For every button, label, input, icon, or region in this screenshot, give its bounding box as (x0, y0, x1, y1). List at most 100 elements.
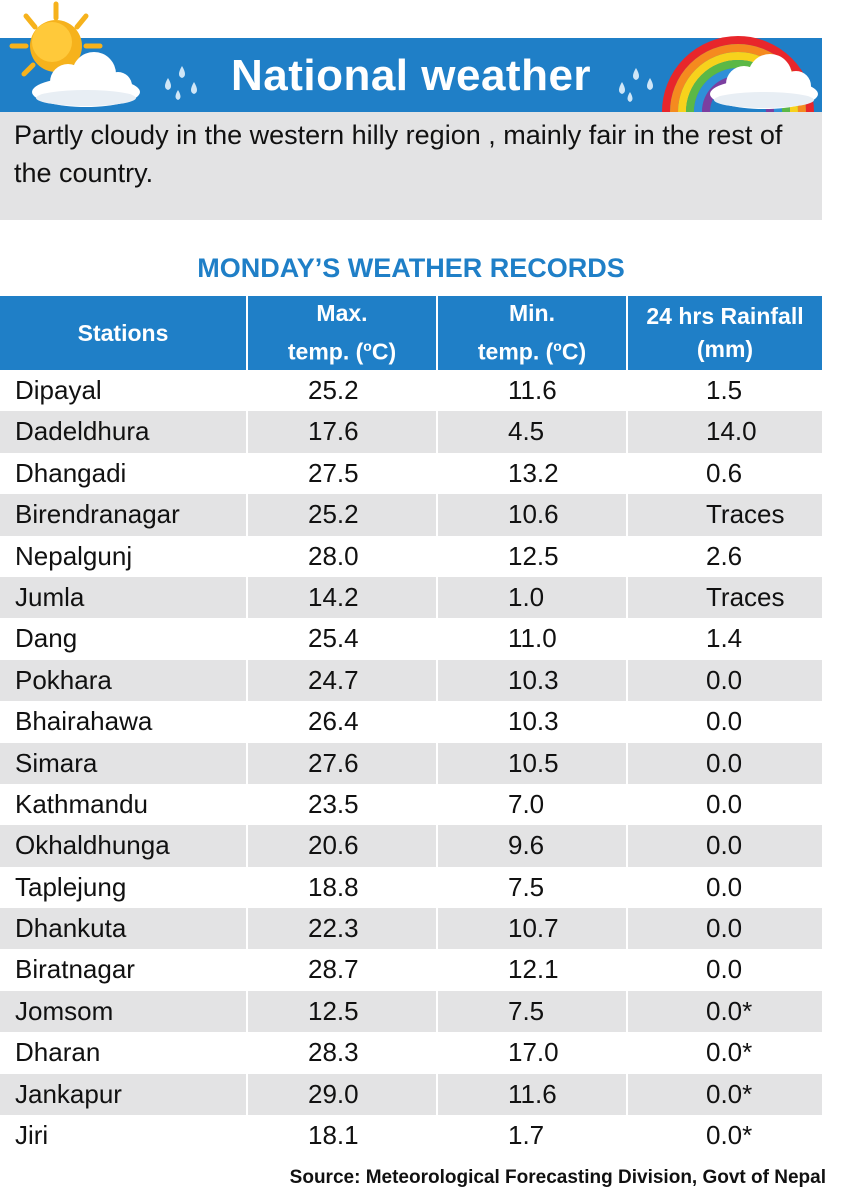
column-header-rainfall: 24 hrs Rainfall (mm) (628, 296, 822, 370)
station-cell: Jiri (15, 1120, 49, 1151)
raindrops-icon (165, 66, 197, 100)
column-divider (246, 370, 248, 1160)
column-header-max-line1: Max. (316, 300, 368, 327)
station-cell: Dang (15, 623, 78, 654)
max-temp-cell: 24.7 (308, 664, 359, 695)
degree-mark: o (553, 338, 562, 355)
min-temp-cell: 10.5 (508, 747, 559, 778)
column-header-min-line2: temp. (oC) (478, 330, 586, 369)
column-header-max-temp: Max. temp. (oC) (248, 296, 436, 370)
table-row: Jomsom 12.5 7.5 0.0* (0, 990, 822, 1033)
min-temp-cell: 11.0 (508, 623, 557, 654)
sun-icon (9, 1, 103, 77)
station-cell: Dhankuta (15, 913, 127, 944)
min-temp-cell: 12.5 (508, 540, 559, 571)
station-cell: Nepalgunj (15, 540, 133, 571)
min-temp-cell: 7.5 (508, 871, 545, 902)
station-cell: Dadeldhura (15, 416, 150, 447)
rainfall-cell: 14.0 (706, 416, 757, 447)
rainfall-cell: Traces (706, 499, 785, 530)
min-temp-cell: 10.3 (508, 706, 559, 737)
station-cell: Biratnagar (15, 954, 135, 985)
min-temp-cell: 7.0 (508, 788, 545, 819)
rainfall-cell: 0.0* (706, 1037, 753, 1068)
station-cell: Jomsom (15, 995, 114, 1026)
min-temp-cell: 17.0 (508, 1037, 559, 1068)
min-temp-cell: 12.1 (508, 954, 559, 985)
column-header-min-line1: Min. (508, 300, 555, 327)
table-row: Dhankuta 22.3 10.7 0.0 (0, 908, 822, 950)
max-temp-cell: 25.2 (308, 375, 359, 405)
cloud-icon (32, 52, 140, 107)
column-header-min-temp: Min. temp. (oC) (438, 296, 626, 370)
column-header-stations: Stations (0, 296, 246, 370)
column-header-rain-line2: (mm) (696, 336, 754, 362)
station-cell: Dharan (15, 1037, 101, 1068)
max-temp-cell: 27.5 (308, 457, 359, 488)
table-row: Jiri 18.1 1.7 0.0* (0, 1115, 822, 1156)
forecast-panel (0, 112, 822, 220)
min-temp-cell: 4.5 (508, 416, 545, 447)
table-row: Biratnagar 28.7 12.1 0.0 (0, 949, 822, 990)
column-header-stations-label: Stations (77, 319, 169, 346)
table-row: Taplejung 18.8 7.5 0.0 (0, 867, 822, 908)
cloud-icon (710, 54, 818, 109)
min-temp-cell: 1.7 (508, 1120, 545, 1151)
table-row: Bhairahawa 26.4 10.3 0.0 (0, 701, 822, 742)
table-row: Dang 25.4 11.0 1.4 (0, 618, 822, 659)
table-row: Kathmandu 23.5 7.0 0.0 (0, 784, 822, 825)
rainfall-cell: 1.5 (706, 375, 743, 405)
rainfall-cell: 0.0* (706, 1120, 753, 1151)
max-temp-cell: 17.6 (308, 416, 359, 447)
rainfall-cell: 0.0 (706, 706, 743, 737)
max-temp-cell: 28.3 (308, 1037, 359, 1068)
max-temp-cell: 27.6 (308, 747, 359, 778)
max-temp-cell: 12.5 (308, 995, 359, 1026)
max-temp-cell: 23.5 (308, 788, 359, 819)
max-temp-cell: 29.0 (308, 1078, 359, 1109)
max-temp-cell: 18.8 (308, 871, 359, 902)
max-temp-cell: 28.0 (308, 540, 359, 571)
min-temp-cell: 13.2 (508, 457, 559, 488)
table-row: Simara 27.6 10.5 0.0 (0, 742, 822, 784)
table-row: Okhaldhunga 20.6 9.6 0.0 (0, 825, 822, 867)
rainfall-cell: 0.6 (706, 457, 743, 488)
station-cell: Simara (15, 747, 98, 778)
table-row: Dipayal 25.2 11.6 1.5 (0, 370, 822, 411)
station-cell: Kathmandu (15, 788, 148, 819)
forecast-text: Partly cloudy in the western hilly regio… (14, 120, 783, 188)
rainfall-cell: 0.0 (706, 788, 743, 819)
table-row: Dhangadi 27.5 13.2 0.6 (0, 453, 822, 494)
station-cell: Bhairahawa (15, 706, 153, 737)
min-temp-cell: 10.6 (508, 499, 559, 530)
page-title: National weather (230, 51, 592, 100)
table-row: Dadeldhura 17.6 4.5 14.0 (0, 411, 822, 453)
column-header-min-temp-text: temp. ( (477, 338, 554, 365)
table-header: Stations Max. temp. (oC) Min. temp. (oC)… (0, 296, 822, 370)
rainfall-cell: 0.0* (706, 995, 753, 1026)
rainfall-cell: Traces (706, 581, 785, 612)
degree-mark: o (363, 338, 372, 355)
table-row: Birendranagar 25.2 10.6 Traces (0, 494, 822, 536)
max-temp-cell: 26.4 (308, 706, 359, 737)
max-temp-cell: 25.2 (308, 499, 359, 530)
station-cell: Okhaldhunga (15, 830, 170, 861)
rainfall-cell: 0.0 (706, 871, 743, 902)
rainfall-cell: 0.0 (706, 913, 743, 944)
station-cell: Dipayal (15, 375, 102, 405)
rainfall-cell: 0.0 (706, 664, 743, 695)
column-divider (246, 296, 248, 370)
min-temp-cell: 10.7 (508, 913, 559, 944)
max-temp-cell: 22.3 (308, 913, 359, 944)
station-cell: Jankapur (15, 1078, 122, 1109)
degree-unit: C) (371, 338, 397, 365)
degree-unit: C) (561, 338, 587, 365)
column-header-rain-line1: 24 hrs Rainfall (646, 303, 804, 329)
rainfall-cell: 0.0 (706, 954, 743, 985)
records-title: MONDAY’S WEATHER RECORDS (197, 253, 625, 283)
max-temp-cell: 18.1 (308, 1120, 359, 1151)
min-temp-cell: 11.6 (508, 1078, 557, 1109)
min-temp-cell: 9.6 (508, 830, 545, 861)
max-temp-cell: 20.6 (308, 830, 359, 861)
rainfall-cell: 1.4 (706, 623, 743, 654)
